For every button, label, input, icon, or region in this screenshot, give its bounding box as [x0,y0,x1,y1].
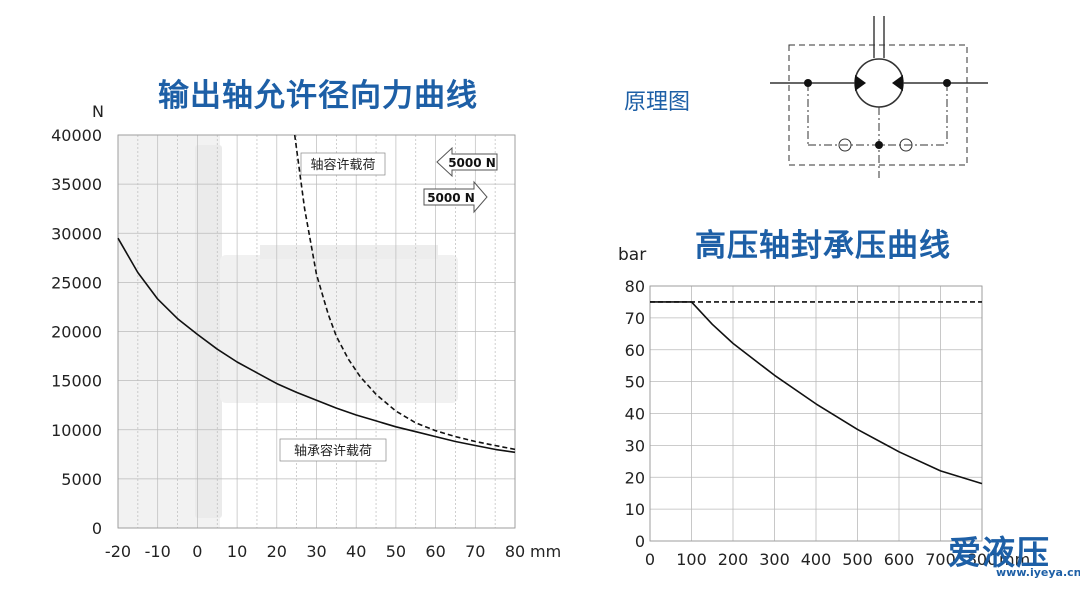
schematic-title: 原理图 [624,90,691,115]
svg-text:5000 N: 5000 N [427,191,475,205]
x-tick-label: 700 [925,550,956,569]
svg-text:5000 N: 5000 N [448,156,496,170]
right-arrow-annotation: 5000 N [423,180,488,214]
right-y-tick-labels: 0 10 20 30 40 50 60 70 80 [625,277,645,551]
y-tick-label: 80 [625,277,645,296]
right-series [650,301,983,485]
y-tick-label: 15000 [51,372,102,391]
left-y-tick-labels: 0 5000 10000 15000 20000 25000 30000 35000 40000 [51,126,102,538]
y-tick-label: 20 [625,468,645,487]
y-tick-label: 10000 [51,421,102,440]
x-tick-label: 300 [759,550,790,569]
y-tick-label: 25000 [51,273,102,292]
plot-frame [117,134,516,529]
right-chart-title: 高压轴封承压曲线 [695,228,951,264]
y-tick-label: 60 [625,341,645,360]
y-tick-label: 30 [625,436,645,455]
x-tick-label: 0 [192,542,202,561]
y-tick-label: 0 [635,532,645,551]
x-tick-label: 80 [505,542,525,561]
y-tick-label: 35000 [51,175,102,194]
x-tick-label: -10 [145,542,171,561]
x-tick-label: 40 [346,542,366,561]
right-x-tick-labels: 0 100 200 300 400 500 600 700 800 [645,550,997,569]
y-tick-label: 0 [92,519,102,538]
solid-series-line [650,301,983,485]
left-x-axis-unit: mm [530,542,561,561]
y-tick-label: 10 [625,500,645,519]
y-tick-label: 70 [625,309,645,328]
left-chart-title: 输出轴允许径向力曲线 [158,78,478,114]
svg-text:轴容许载荷: 轴容许载荷 [310,157,375,173]
x-tick-label: 20 [267,542,287,561]
right-x-axis-unit: mm [999,550,1030,569]
x-tick-label: 500 [842,550,873,569]
x-tick-label: 50 [386,542,406,561]
x-tick-label: 60 [425,542,445,561]
x-tick-label: 200 [718,550,749,569]
left-grid [117,134,516,529]
shaft-load-label: 轴容许载荷 [300,152,386,176]
y-tick-label: 40000 [51,126,102,145]
x-tick-label: 30 [306,542,326,561]
y-tick-label: 20000 [51,323,102,342]
svg-text:轴承容许载荷: 轴承容许载荷 [294,443,372,459]
bearing-load-label: 轴承容许载荷 [279,438,387,462]
y-tick-label: 30000 [51,224,102,243]
x-tick-label: 400 [801,550,832,569]
y-tick-label: 40 [625,405,645,424]
watermark-logo: 爱液压 www.iyeya.cn [948,533,1080,579]
x-tick-label: 600 [884,550,915,569]
right-grid [649,285,983,542]
x-tick-label: 10 [227,542,247,561]
shaft-photo-background [118,135,458,528]
right-y-axis-unit: bar [618,245,646,265]
plot-frame [649,285,983,542]
left-x-tick-labels: -20 -10 0 10 20 30 40 50 60 70 80 [105,542,525,561]
dashed-series-line [293,134,516,451]
y-tick-label: 50 [625,373,645,392]
left-series [117,134,516,454]
x-tick-label: 0 [645,550,655,569]
left-arrow-annotation: 5000 N [436,146,498,178]
x-tick-label: 100 [676,550,707,569]
solid-series-line [117,237,516,454]
y-tick-label: 5000 [61,470,102,489]
x-tick-label: 70 [465,542,485,561]
left-y-axis-unit: N [92,102,104,121]
x-tick-label: 800 [967,550,998,569]
x-tick-label: -20 [105,542,131,561]
